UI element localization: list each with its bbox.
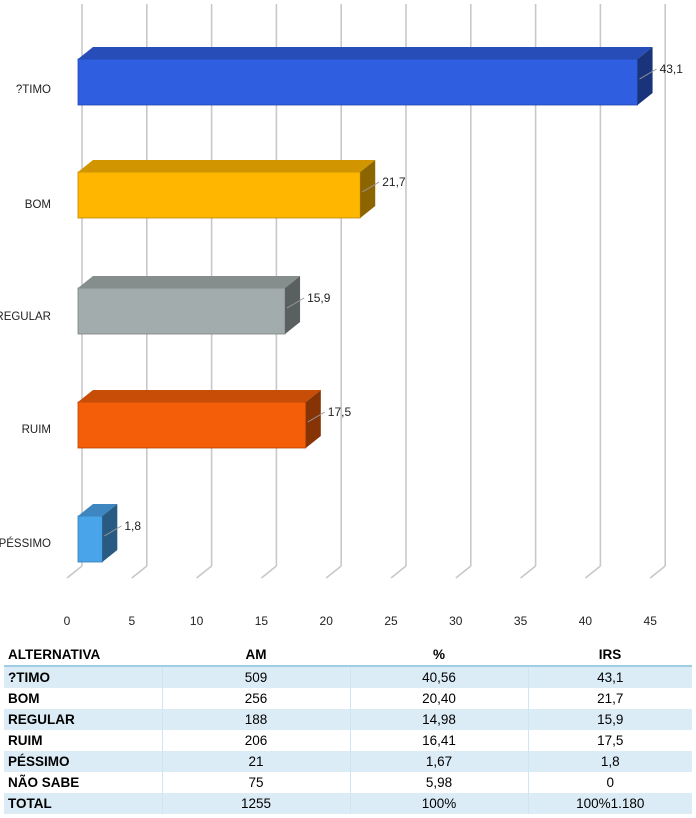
data-label-leader bbox=[639, 68, 657, 80]
column-header-irs: IRS bbox=[528, 643, 692, 667]
table-row-otimo: ?TIMO 509 40,56 43,1 bbox=[4, 666, 692, 688]
results-table: ALTERNATIVA AM % IRS ?TIMO 509 40,56 43,1 BO… bbox=[4, 643, 692, 814]
gridline-floor bbox=[131, 565, 148, 579]
data-label: 17,5 bbox=[328, 405, 352, 419]
bar-front bbox=[77, 58, 638, 106]
cell-alternativa: REGULAR bbox=[4, 709, 162, 730]
table-row-total: TOTAL 1255 100% 100%1.180 bbox=[4, 793, 692, 814]
cell-am: 21 bbox=[161, 751, 350, 772]
cell-am: 75 bbox=[161, 772, 350, 793]
gridline-floor bbox=[260, 565, 277, 579]
bar-top bbox=[78, 160, 376, 172]
x-tick-label: 20 bbox=[320, 614, 334, 628]
gridline-floor bbox=[325, 565, 342, 579]
gridline-floor bbox=[584, 565, 601, 579]
column-header-am: AM bbox=[162, 643, 350, 667]
bar-top bbox=[78, 390, 321, 402]
data-label: 21,7 bbox=[382, 175, 406, 189]
bar-front bbox=[77, 401, 307, 449]
gridline-floor bbox=[390, 565, 407, 579]
cell-percent: 5,98 bbox=[349, 772, 528, 793]
category-label: BOM bbox=[25, 199, 51, 211]
column-header-percent: % bbox=[350, 643, 528, 667]
table-header-row: ALTERNATIVA AM % IRS bbox=[4, 643, 692, 667]
bar-front bbox=[77, 287, 286, 335]
x-tick-label: 25 bbox=[384, 614, 398, 628]
table-row-bom: BOM 256 20,40 21,7 bbox=[4, 688, 692, 709]
x-tick-label: 10 bbox=[190, 614, 204, 628]
data-label-leader bbox=[361, 181, 380, 193]
cell-alternativa: PÉSSIMO bbox=[4, 751, 162, 772]
cell-alternativa: TOTAL bbox=[4, 793, 162, 814]
cell-am: 1255 bbox=[161, 793, 350, 814]
x-tick-label: 0 bbox=[64, 614, 71, 628]
data-label: 43,1 bbox=[660, 62, 684, 76]
bar-front bbox=[77, 171, 361, 219]
data-label-leader bbox=[104, 525, 122, 537]
x-tick-label: 40 bbox=[579, 614, 593, 628]
cell-alternativa: NÃO SABE bbox=[4, 772, 162, 793]
cell-irs: 17,5 bbox=[527, 730, 692, 751]
x-tick-label: 15 bbox=[255, 614, 269, 628]
category-label: REGULAR bbox=[0, 311, 51, 323]
cell-irs: 21,7 bbox=[527, 688, 692, 709]
category-label: ?TIMO bbox=[16, 84, 51, 96]
x-tick-label: 45 bbox=[644, 614, 658, 628]
bar-chart: 0 5 10 15 20 25 30 35 40 45 43,1 ?TIMO 21,7 BOM 15,9 RE… bbox=[0, 4, 684, 628]
cell-irs: 100%1.180 bbox=[527, 793, 692, 814]
category-label: PÉSSIMO bbox=[0, 537, 51, 550]
gridline-floor bbox=[649, 565, 666, 579]
cell-percent: 14,98 bbox=[349, 709, 528, 730]
gridline-floor bbox=[455, 565, 472, 579]
data-label-leader bbox=[286, 297, 305, 309]
cell-irs: 0 bbox=[527, 772, 692, 793]
table-row-nao-sabe: NÃO SABE 75 5,98 0 bbox=[4, 772, 692, 793]
x-tick-label: 5 bbox=[128, 614, 135, 628]
data-label: 1,8 bbox=[124, 519, 141, 533]
cell-percent: 1,67 bbox=[349, 751, 528, 772]
bar-top bbox=[78, 47, 653, 59]
cell-am: 206 bbox=[161, 730, 350, 751]
cell-am: 188 bbox=[161, 709, 350, 730]
cell-alternativa: ?TIMO bbox=[4, 666, 162, 688]
cell-percent: 16,41 bbox=[349, 730, 528, 751]
x-tick-label: 30 bbox=[449, 614, 463, 628]
cell-percent: 100% bbox=[349, 793, 528, 814]
category-label: RUIM bbox=[22, 424, 51, 436]
cell-am: 509 bbox=[161, 666, 350, 688]
cell-irs: 15,9 bbox=[527, 709, 692, 730]
gridline-floor bbox=[66, 565, 83, 579]
gridline-floor bbox=[196, 565, 213, 579]
chart-svg: 0 5 10 15 20 25 30 35 40 45 43,1 ?TIMO 21,7 BOM 15,9 RE… bbox=[0, 4, 684, 628]
cell-alternativa: RUIM bbox=[4, 730, 162, 751]
bar-top bbox=[78, 504, 118, 516]
table-row-ruim: RUIM 206 16,41 17,5 bbox=[4, 730, 692, 751]
column-header-alternativa: ALTERNATIVA bbox=[4, 643, 162, 667]
cell-am: 256 bbox=[161, 688, 350, 709]
cell-irs: 43,1 bbox=[527, 666, 692, 688]
x-tick-label: 35 bbox=[514, 614, 528, 628]
cell-percent: 20,40 bbox=[349, 688, 528, 709]
data-label-leader bbox=[307, 411, 326, 423]
data-label: 15,9 bbox=[307, 291, 331, 305]
cell-percent: 40,56 bbox=[349, 666, 528, 688]
cell-alternativa: BOM bbox=[4, 688, 162, 709]
cell-irs: 1,8 bbox=[527, 751, 692, 772]
gridline-floor bbox=[520, 565, 537, 579]
bar-front bbox=[77, 515, 103, 563]
table-row-regular: REGULAR 188 14,98 15,9 bbox=[4, 709, 692, 730]
table-row-pessimo: PÉSSIMO 21 1,67 1,8 bbox=[4, 751, 692, 772]
bar-top bbox=[78, 276, 301, 288]
